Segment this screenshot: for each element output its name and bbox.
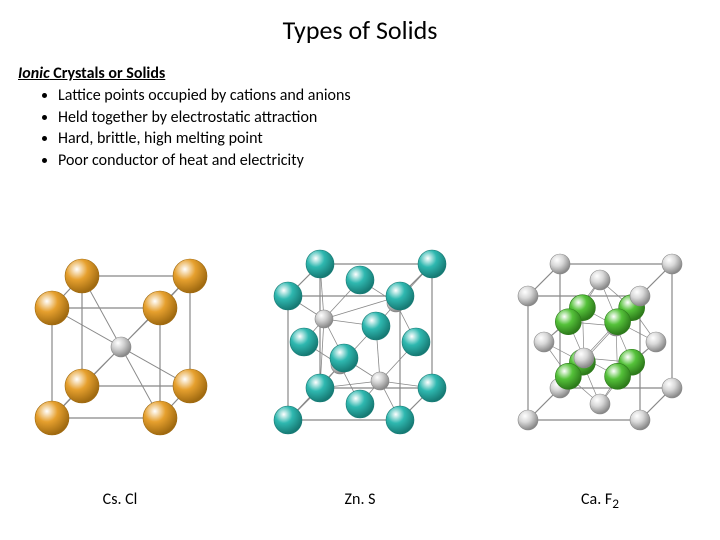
list-item: Held together by electrostatic attractio… [58,107,720,129]
caf2-caption: Ca. F2 [490,490,710,512]
structures-row [0,218,720,478]
caf2-lattice-icon [490,218,710,458]
cscl-caption: Cs. Cl [10,490,230,512]
list-item: Lattice points occupied by cations and a… [58,85,720,107]
cscl-cell [10,218,230,463]
zns-lattice-icon [250,218,470,458]
caf2-cell [490,218,710,463]
list-item: Poor conductor of heat and electricity [58,150,720,172]
captions-row: Cs. Cl Zn. S Ca. F2 [0,490,720,512]
subtitle-rest: Crystals or Solids [50,64,166,83]
section-subtitle: Ionic Crystals or Solids [0,46,720,85]
zns-caption: Zn. S [250,490,470,512]
cscl-lattice-icon [10,218,230,458]
bullet-list: Lattice points occupied by cations and a… [0,85,720,171]
page-title: Types of Solids [0,0,720,46]
zns-cell [250,218,470,463]
list-item: Hard, brittle, high melting point [58,128,720,150]
subtitle-ionic: Ionic [18,64,50,83]
